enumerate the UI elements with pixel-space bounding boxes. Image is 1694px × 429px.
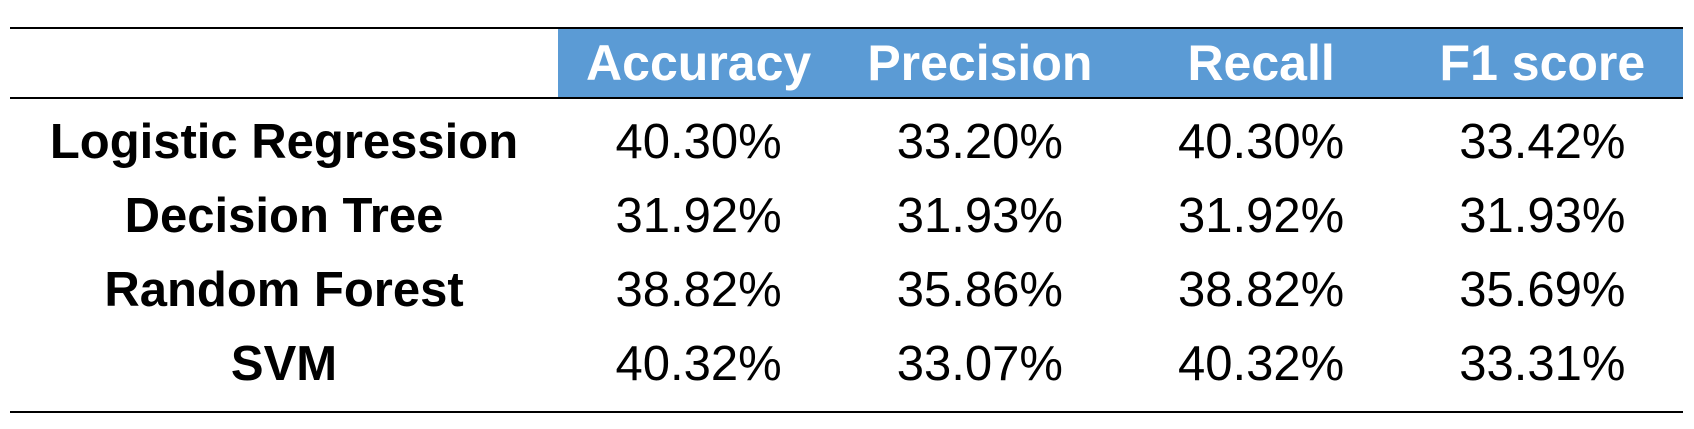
cell-accuracy: 40.30% [615, 114, 782, 169]
cell-precision: 33.20% [896, 114, 1063, 169]
bottom-rule [10, 411, 1683, 413]
column-header-recall: Recall [1187, 35, 1335, 91]
table-row-random-forest: Random Forest 38.82% 35.86% 38.82% 35.69… [10, 253, 1683, 327]
header-row: Accuracy Precision Recall F1 score [10, 29, 1683, 97]
cell-f1-score: 31.93% [1459, 188, 1626, 243]
row-label: Logistic Regression [49, 114, 519, 169]
cell-f1-score: 35.69% [1459, 262, 1626, 317]
cell-f1-score: 33.31% [1459, 336, 1626, 391]
cell-precision: 33.07% [896, 336, 1063, 391]
header-rule [10, 97, 1683, 99]
cell-precision: 31.93% [896, 188, 1063, 243]
table-row-logistic-regression: Logistic Regression 40.30% 33.20% 40.30%… [10, 105, 1683, 179]
column-header-precision: Precision [867, 35, 1093, 91]
header-band: Accuracy Precision Recall F1 score [558, 29, 1683, 97]
table-row-decision-tree: Decision Tree 31.92% 31.93% 31.92% 31.93… [10, 179, 1683, 253]
top-rule [10, 27, 1683, 29]
table-body: Logistic Regression 40.30% 33.20% 40.30%… [10, 99, 1683, 411]
cell-recall: 40.30% [1178, 114, 1345, 169]
table-row-svm: SVM 40.32% 33.07% 40.32% 33.31% [10, 327, 1683, 401]
cell-accuracy: 31.92% [615, 188, 782, 243]
cell-f1-score: 33.42% [1459, 114, 1626, 169]
cell-recall: 31.92% [1178, 188, 1345, 243]
column-header-accuracy: Accuracy [586, 35, 812, 91]
metrics-table: Accuracy Precision Recall F1 score Logis… [10, 27, 1683, 413]
column-header-f1-score: F1 score [1439, 35, 1646, 91]
row-label: Decision Tree [124, 188, 444, 243]
cell-accuracy: 38.82% [615, 262, 782, 317]
row-label: SVM [230, 336, 338, 391]
header-stub [10, 29, 558, 97]
cell-precision: 35.86% [896, 262, 1063, 317]
cell-accuracy: 40.32% [615, 336, 782, 391]
cell-recall: 38.82% [1178, 262, 1345, 317]
cell-recall: 40.32% [1178, 336, 1345, 391]
row-label: Random Forest [104, 262, 464, 317]
